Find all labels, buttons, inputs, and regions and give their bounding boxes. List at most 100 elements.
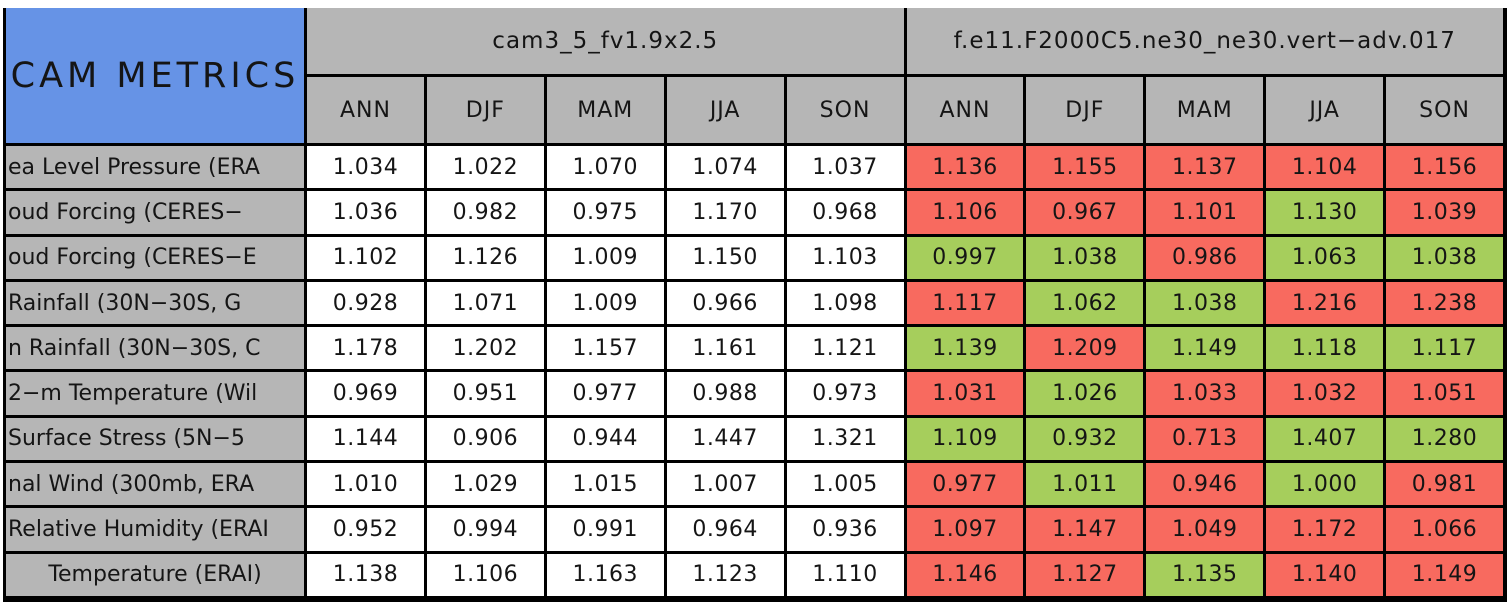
value-g2-r1-c4: 1.104: [1266, 146, 1384, 189]
metric-label-row10: Temperature (ERAI): [6, 553, 304, 596]
value-g1-r2-c2: 0.982: [426, 191, 544, 234]
value-g2-r5-c4: 1.118: [1266, 327, 1384, 370]
value-g1-r9-c4: 0.964: [666, 508, 784, 551]
value-g1-r1-c4: 1.074: [666, 146, 784, 189]
value-g2-r2-c3: 1.101: [1146, 191, 1264, 234]
value-g1-r10-c1: 1.138: [307, 553, 424, 596]
value-g1-r7-c5: 1.321: [786, 417, 904, 461]
value-g2-r4-c2: 1.062: [1026, 281, 1144, 325]
value-g1-r1-c2: 1.022: [426, 146, 544, 189]
value-g1-r9-c3: 0.991: [546, 508, 664, 551]
value-g2-r4-c4: 1.216: [1266, 281, 1384, 325]
value-g1-r7-c3: 0.944: [546, 417, 664, 461]
value-g1-r6-c3: 0.977: [546, 372, 664, 415]
metric-label-row6: 2−m Temperature (Wil: [6, 372, 304, 415]
value-g2-r8-c2: 1.011: [1026, 463, 1144, 506]
cam-metrics-table: CAM METRICS cam3_5_fv1.9x2.5 f.e11.F2000…: [3, 8, 1507, 602]
value-g1-r3-c2: 1.126: [426, 236, 544, 279]
value-g2-r7-c2: 0.932: [1026, 417, 1144, 461]
value-g1-r9-c2: 0.994: [426, 508, 544, 551]
value-g2-r9-c3: 1.049: [1146, 508, 1264, 551]
metric-label-row3: oud Forcing (CERES−E: [6, 236, 304, 279]
value-g2-r1-c3: 1.137: [1146, 146, 1264, 189]
value-g1-r4-c3: 1.009: [546, 281, 664, 325]
value-g1-r10-c2: 1.106: [426, 553, 544, 596]
season-header-g1-jja: JJA: [666, 77, 784, 143]
value-g2-r8-c5: 0.981: [1386, 463, 1503, 506]
value-g2-r1-c2: 1.155: [1026, 146, 1144, 189]
value-g1-r3-c3: 1.009: [546, 236, 664, 279]
season-header-g2-son: SON: [1386, 77, 1503, 143]
value-g2-r8-c3: 0.946: [1146, 463, 1264, 506]
value-g1-r5-c3: 1.157: [546, 327, 664, 370]
value-g1-r6-c2: 0.951: [426, 372, 544, 415]
value-g1-r3-c1: 1.102: [307, 236, 424, 279]
value-g2-r5-c5: 1.117: [1386, 327, 1503, 370]
value-g1-r9-c1: 0.952: [307, 508, 424, 551]
value-g2-r1-c5: 1.156: [1386, 146, 1503, 189]
season-header-g2-djf: DJF: [1026, 77, 1144, 143]
value-g2-r2-c1: 1.106: [906, 191, 1024, 234]
value-g2-r4-c3: 1.038: [1146, 281, 1264, 325]
season-header-g1-son: SON: [786, 77, 904, 143]
value-g2-r8-c4: 1.000: [1266, 463, 1384, 506]
value-g1-r10-c4: 1.123: [666, 553, 784, 596]
value-g2-r10-c2: 1.127: [1026, 553, 1144, 596]
value-g2-r8-c1: 0.977: [906, 463, 1024, 506]
value-g1-r9-c5: 0.936: [786, 508, 904, 551]
value-g2-r6-c5: 1.051: [1386, 372, 1503, 415]
metric-label-row9: Relative Humidity (ERAI: [6, 508, 304, 551]
model-header-cam3-5: cam3_5_fv1.9x2.5: [307, 8, 904, 74]
season-header-g1-djf: DJF: [426, 77, 544, 143]
value-g1-r7-c4: 1.447: [666, 417, 784, 461]
value-g1-r2-c4: 1.170: [666, 191, 784, 234]
value-g1-r10-c5: 1.110: [786, 553, 904, 596]
value-g2-r5-c2: 1.209: [1026, 327, 1144, 370]
value-g2-r6-c1: 1.031: [906, 372, 1024, 415]
value-g1-r7-c2: 0.906: [426, 417, 544, 461]
value-g1-r8-c2: 1.029: [426, 463, 544, 506]
value-g2-r3-c5: 1.038: [1386, 236, 1503, 279]
value-g1-r4-c5: 1.098: [786, 281, 904, 325]
value-g1-r8-c5: 1.005: [786, 463, 904, 506]
value-g2-r10-c1: 1.146: [906, 553, 1024, 596]
value-g1-r6-c1: 0.969: [307, 372, 424, 415]
season-header-g2-ann: ANN: [906, 77, 1024, 143]
value-g1-r5-c5: 1.121: [786, 327, 904, 370]
value-g1-r4-c4: 0.966: [666, 281, 784, 325]
value-g1-r8-c1: 1.010: [307, 463, 424, 506]
value-g1-r4-c2: 1.071: [426, 281, 544, 325]
value-g2-r10-c5: 1.149: [1386, 553, 1503, 596]
value-g2-r4-c1: 1.117: [906, 281, 1024, 325]
value-g2-r6-c2: 1.026: [1026, 372, 1144, 415]
value-g2-r2-c2: 0.967: [1026, 191, 1144, 234]
value-g2-r9-c4: 1.172: [1266, 508, 1384, 551]
value-g2-r9-c1: 1.097: [906, 508, 1024, 551]
value-g2-r2-c4: 1.130: [1266, 191, 1384, 234]
value-g1-r2-c5: 0.968: [786, 191, 904, 234]
value-g2-r9-c5: 1.066: [1386, 508, 1503, 551]
value-g1-r10-c3: 1.163: [546, 553, 664, 596]
value-g2-r10-c4: 1.140: [1266, 553, 1384, 596]
metric-label-row5: n Rainfall (30N−30S, C: [6, 327, 304, 370]
value-g2-r10-c3: 1.135: [1146, 553, 1264, 596]
value-g2-r3-c3: 0.986: [1146, 236, 1264, 279]
value-g1-r1-c1: 1.034: [307, 146, 424, 189]
value-g1-r6-c5: 0.973: [786, 372, 904, 415]
value-g1-r1-c5: 1.037: [786, 146, 904, 189]
season-header-g2-mam: MAM: [1146, 77, 1264, 143]
metric-label-row1: ea Level Pressure (ERA: [6, 146, 304, 189]
value-g2-r5-c3: 1.149: [1146, 327, 1264, 370]
value-g2-r7-c5: 1.280: [1386, 417, 1503, 461]
value-g2-r2-c5: 1.039: [1386, 191, 1503, 234]
season-header-g1-mam: MAM: [546, 77, 664, 143]
value-g1-r3-c4: 1.150: [666, 236, 784, 279]
value-g1-r3-c5: 1.103: [786, 236, 904, 279]
table-title: CAM METRICS: [6, 8, 304, 143]
metric-label-row4: Rainfall (30N−30S, G: [6, 281, 304, 325]
value-g1-r5-c1: 1.178: [307, 327, 424, 370]
season-header-g2-jja: JJA: [1266, 77, 1384, 143]
season-header-g1-ann: ANN: [307, 77, 424, 143]
value-g2-r6-c3: 1.033: [1146, 372, 1264, 415]
metric-label-row2: oud Forcing (CERES−: [6, 191, 304, 234]
